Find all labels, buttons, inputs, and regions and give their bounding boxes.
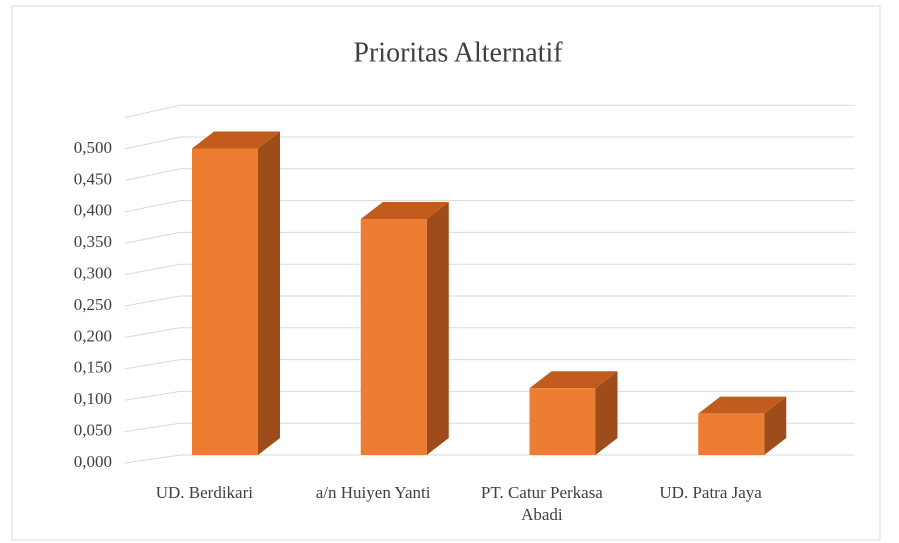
y-tick-label: 0,250 <box>74 295 112 314</box>
x-tick-label: UD. Berdikari <box>155 483 253 502</box>
bar-side <box>764 396 787 455</box>
bar <box>360 219 427 455</box>
y-tick-label: 0,200 <box>74 326 112 345</box>
bar <box>529 388 596 455</box>
y-tick-label: 0,500 <box>74 138 112 157</box>
y-tick-label: 0,100 <box>74 389 112 408</box>
bar-top <box>192 131 280 149</box>
grid-line-side <box>124 136 181 150</box>
x-tick-label: UD. Patra Jaya <box>659 483 762 502</box>
chart-title: Prioritas Alternatif <box>353 37 563 68</box>
grid-line-side <box>124 263 181 276</box>
grid-line-side <box>124 104 181 119</box>
bar-side <box>426 202 449 455</box>
bar <box>192 148 258 455</box>
grid-line-side <box>124 327 181 338</box>
y-tick-label: 0,300 <box>74 264 112 283</box>
grid-line-side <box>124 422 181 433</box>
y-tick-label: 0,050 <box>74 421 112 440</box>
chart-frame <box>11 5 881 541</box>
y-tick-label: 0,000 <box>74 452 112 471</box>
grid-line-side <box>124 231 181 244</box>
grid-line-side <box>124 168 181 181</box>
grid-line-side <box>124 295 181 307</box>
x-tick-label: PT. Catur Perkasa Abadi <box>480 483 603 524</box>
y-tick-label: 0,350 <box>74 232 112 251</box>
grid-line-side <box>124 359 181 370</box>
bar <box>698 413 765 455</box>
y-tick-label: 0,450 <box>74 169 112 188</box>
bar-top <box>360 202 449 220</box>
bar-side <box>258 131 280 455</box>
bar-top <box>529 371 618 389</box>
x-tick-label: a/n Huiyen Yanti <box>315 483 431 502</box>
bar-side <box>595 371 618 455</box>
grid-line-side <box>124 454 181 464</box>
y-tick-label: 0,400 <box>74 201 112 220</box>
grid-line-side <box>124 200 181 213</box>
grid-line-side <box>124 390 181 401</box>
y-tick-label: 0,150 <box>74 358 112 377</box>
bar-top <box>698 396 787 414</box>
